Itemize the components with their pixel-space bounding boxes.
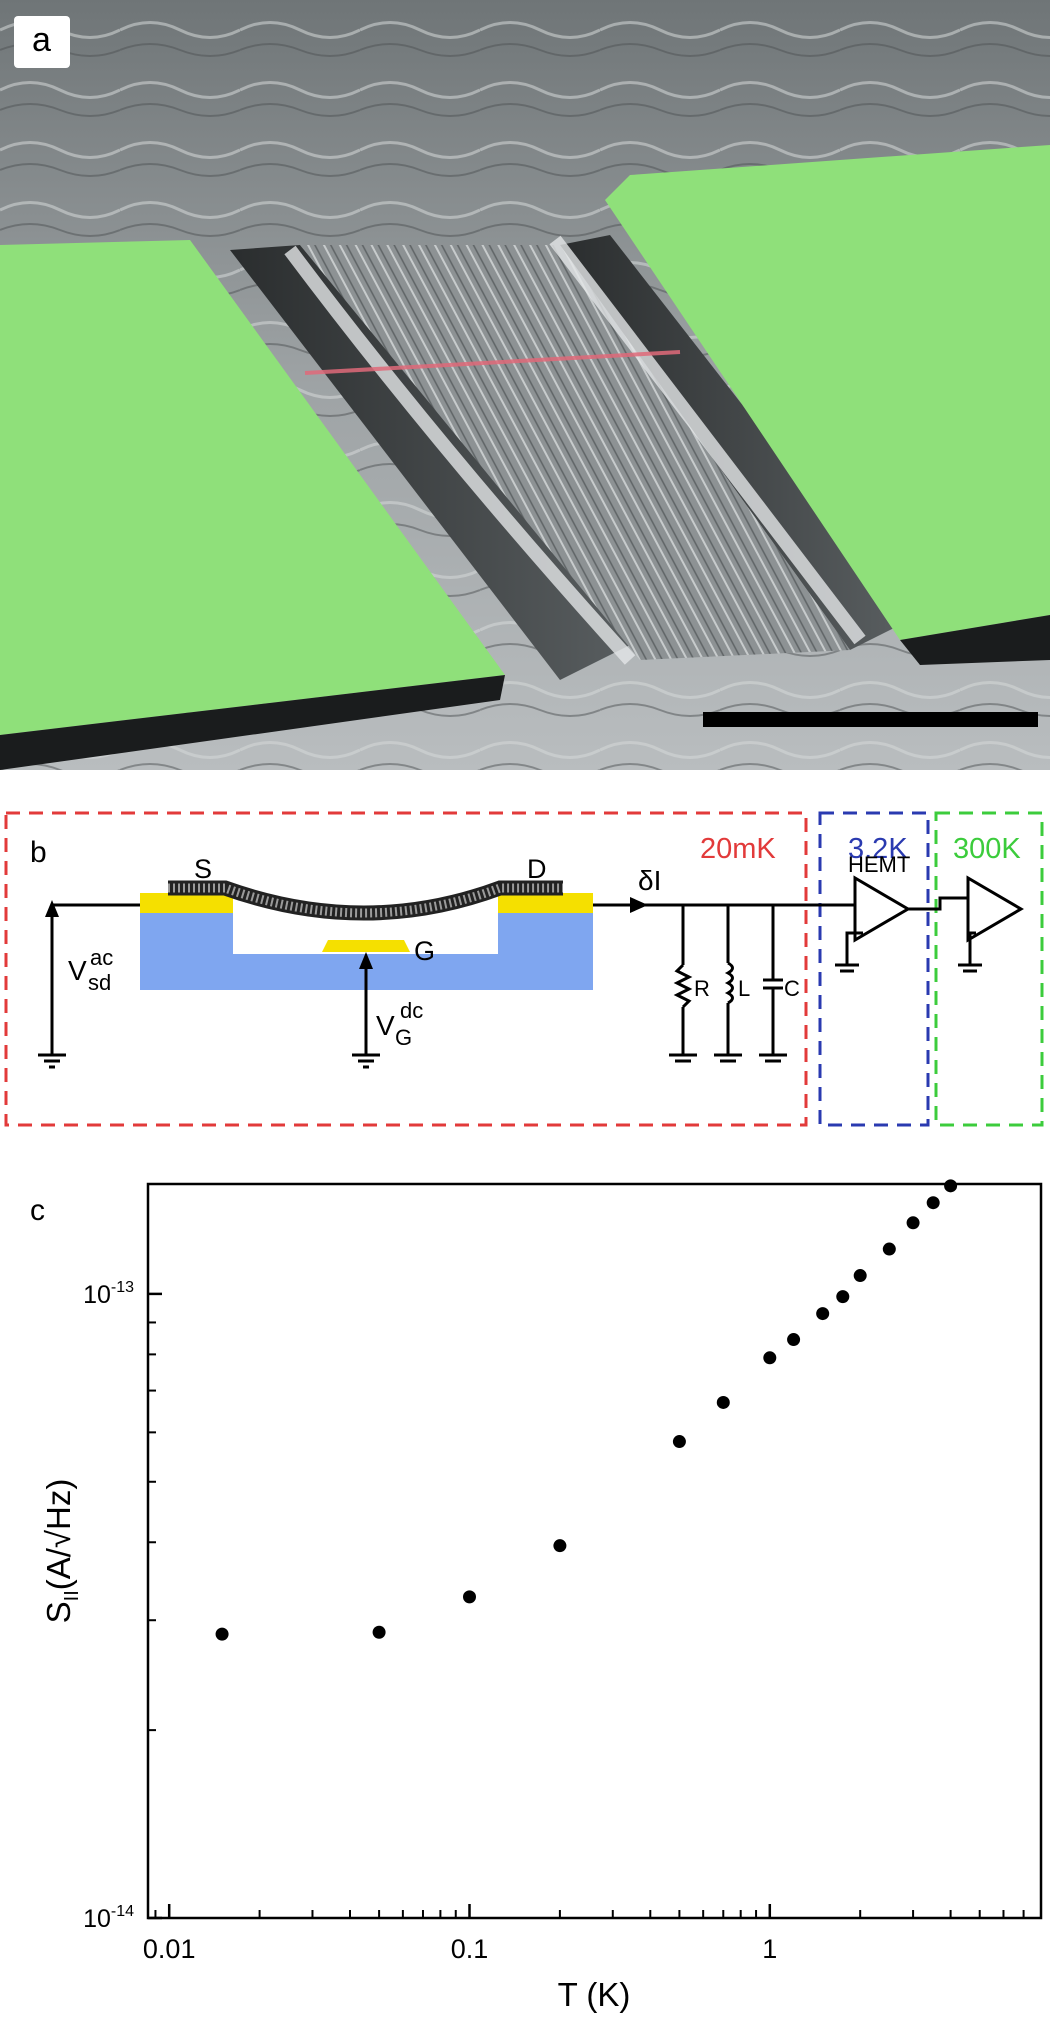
noise-vs-temperature-chart: c 0.01 0.1 1 10-14 10-13 T (K) SII(A/√Hz): [30, 1179, 1043, 2013]
drain-label: D: [527, 854, 547, 884]
sem-image: [0, 0, 1050, 770]
hemt-label: HEMT: [848, 852, 910, 877]
rlc-network: [669, 905, 787, 1063]
stage-box-20mk: [4, 811, 808, 1127]
vg-source: [352, 960, 380, 1069]
data-point: [787, 1333, 801, 1347]
panel-c-label: c: [30, 1194, 45, 1227]
data-point: [672, 1435, 686, 1449]
data-point: [853, 1269, 867, 1283]
plot-frame: [146, 1182, 1043, 1920]
vsd-subscript: sd: [88, 970, 111, 995]
data-point: [215, 1627, 229, 1641]
left-electrode: [0, 240, 505, 735]
data-point: [836, 1290, 850, 1304]
x-tick-label: 0.01: [143, 1934, 196, 1964]
data-points: [215, 1179, 958, 1641]
data-point: [462, 1590, 476, 1604]
vsd-superscript: ac: [90, 945, 113, 970]
nanotube: [304, 350, 681, 375]
resistor-label: R: [694, 976, 710, 1001]
x-axis-label: T (K): [558, 1976, 631, 2013]
data-point: [906, 1216, 920, 1230]
right-electrode: [605, 145, 1050, 640]
y-tick-label: 10-14: [83, 1903, 134, 1933]
trench: [230, 245, 640, 680]
panel-b-label: b: [30, 836, 47, 869]
scale-bar: [703, 712, 1038, 727]
current-label: δI: [638, 865, 661, 896]
ridged-channel: [300, 245, 850, 660]
x-tick-label: 0.1: [451, 1934, 489, 1964]
source-contact: [140, 893, 233, 913]
y-tick-label: 10-13: [83, 1279, 134, 1309]
y-axis-label: SII(A/√Hz): [40, 1479, 83, 1624]
x-tick-label: 1: [762, 1934, 777, 1964]
source-label: S: [194, 854, 212, 884]
vg-superscript: dc: [400, 998, 423, 1023]
vsd-source: [38, 903, 140, 1069]
hemt-amplifier: [835, 875, 968, 973]
drain-contact: [498, 893, 593, 913]
data-point: [372, 1625, 386, 1639]
panel-a-sem-image: a: [0, 0, 1050, 770]
svg-text:SII(A/√Hz): SII(A/√Hz): [40, 1479, 83, 1624]
stage-label-20mk: 20mK: [700, 833, 776, 865]
data-point: [926, 1196, 940, 1210]
stage-label-300k: 300K: [953, 833, 1021, 865]
panel-b-circuit: 20mK 3.2K 300K b S D G V ac sd: [0, 800, 1050, 1140]
panel-a-label-box: a: [14, 16, 70, 68]
stage-box-300k: [934, 811, 1044, 1127]
gate-label: G: [414, 936, 435, 966]
data-point: [553, 1539, 567, 1553]
current-arrow: [630, 897, 648, 913]
inductor-label: L: [738, 976, 750, 1001]
panel-c-chart: c 0.01 0.1 1 10-14 10-13 T (K) SII(A/√Hz): [0, 1170, 1050, 2016]
axis-ticks: 0.01 0.1 1 10-14 10-13: [83, 1279, 1042, 1964]
vg-subscript: G: [395, 1025, 412, 1050]
stage-box-3-2k: [818, 811, 930, 1127]
vsd-label: V: [68, 955, 87, 986]
circuit-diagram: 20mK 3.2K 300K b S D G V ac sd: [4, 811, 1044, 1127]
data-point: [716, 1395, 730, 1409]
substrate: [140, 905, 593, 990]
data-point: [816, 1307, 830, 1321]
panel-a-label: a: [32, 21, 51, 59]
data-point: [763, 1351, 777, 1365]
vg-label: V: [376, 1010, 395, 1041]
capacitor-label: C: [784, 976, 800, 1001]
gate-contact: [322, 940, 410, 952]
room-temperature-amplifier: [958, 875, 1024, 973]
stage-label-3-2k: 3.2K: [848, 833, 908, 865]
data-point: [882, 1242, 896, 1256]
data-point: [944, 1179, 958, 1193]
suspended-nanotube: [168, 880, 563, 921]
